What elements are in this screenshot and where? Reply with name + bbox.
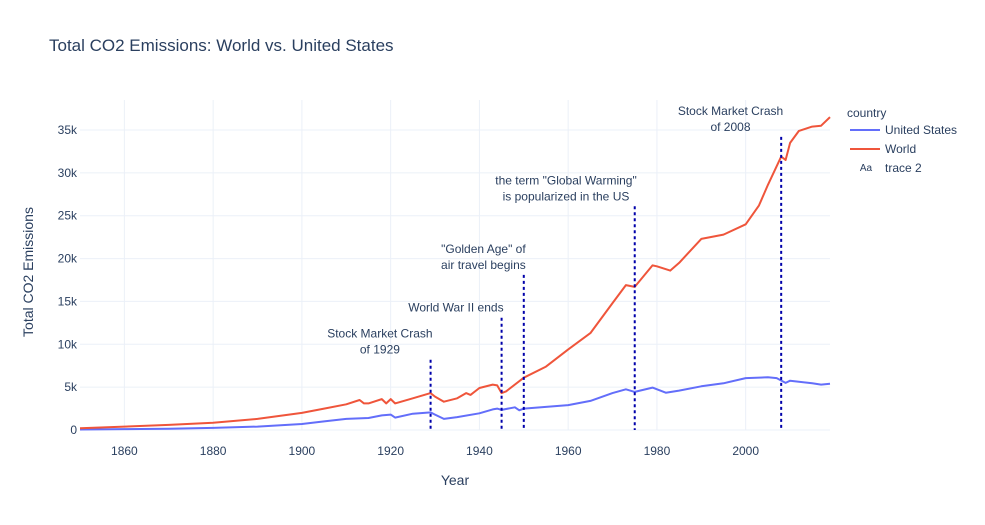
x-tick-label: 1860 (111, 444, 138, 458)
series-layer (79, 116, 831, 431)
y-axis-ticks: 0 5k 10k 15k 20k 25k 30k 35k (58, 123, 78, 437)
series-line-world[interactable] (79, 116, 831, 430)
y-tick-label: 10k (58, 337, 78, 351)
annotation-text: World War II ends (408, 301, 503, 315)
y-tick-label: 35k (58, 123, 78, 137)
annotation-layer: Stock Market Crash of 1929 World War II en… (327, 104, 783, 430)
legend-text-marker: Aa (860, 163, 873, 174)
y-tick-label: 20k (58, 252, 78, 266)
x-tick-label: 1940 (466, 444, 493, 458)
legend-title: country (847, 106, 886, 120)
annotation-text: Stock Market Crash (327, 327, 432, 341)
x-tick-label: 2000 (732, 444, 759, 458)
annotation-text: the term "Global Warming" (495, 173, 636, 187)
legend-items[interactable]: United States World Aa trace 2 (850, 123, 957, 175)
legend-entry[interactable]: trace 2 (885, 161, 922, 175)
y-tick-label: 0 (70, 423, 77, 437)
annotation-text: Stock Market Crash (678, 104, 783, 118)
x-tick-label: 1960 (555, 444, 582, 458)
series-line-united-states[interactable] (79, 376, 831, 431)
legend-entry[interactable]: United States (885, 123, 957, 137)
x-tick-label: 1980 (644, 444, 671, 458)
grid-layer (80, 100, 830, 431)
x-tick-label: 1900 (289, 444, 316, 458)
chart-title: Total CO2 Emissions: World vs. United St… (49, 36, 394, 55)
x-axis-label: Year (441, 472, 470, 488)
x-tick-label: 1880 (200, 444, 227, 458)
annotation-text: of 1929 (360, 343, 400, 357)
x-tick-label: 1920 (377, 444, 404, 458)
y-tick-label: 25k (58, 209, 78, 223)
legend[interactable]: country United States World Aa trace 2 (847, 106, 957, 175)
x-axis-ticks: 1860 1880 1900 1920 1940 1960 1980 2000 (111, 444, 759, 458)
y-tick-label: 5k (64, 380, 78, 394)
annotation-text: is popularized in the US (503, 189, 630, 203)
annotation-text: air travel begins (441, 258, 526, 272)
annotation-text: of 2008 (710, 120, 750, 134)
legend-entry[interactable]: World (885, 142, 916, 156)
y-tick-label: 30k (58, 166, 78, 180)
annotation-text: "Golden Age" of (441, 242, 526, 256)
y-tick-label: 15k (58, 294, 78, 308)
y-axis-label: Total CO2 Emissions (20, 207, 36, 337)
